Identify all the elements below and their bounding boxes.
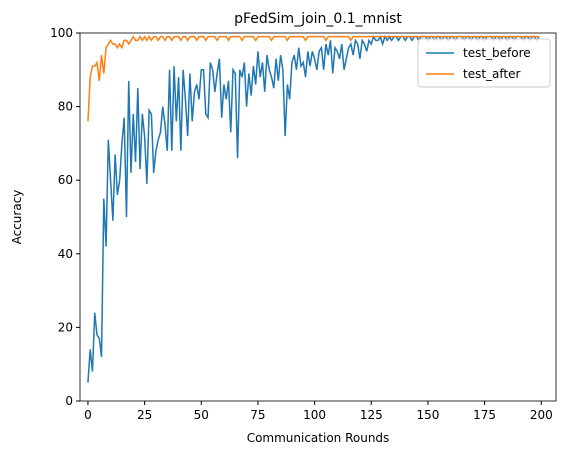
- x-tick-label: 125: [360, 408, 383, 422]
- chart-title: pFedSim_join_0.1_mnist: [234, 11, 402, 27]
- data-line: [87, 35, 539, 122]
- y-axis-label: Accuracy: [10, 190, 24, 245]
- x-tick-label: 150: [416, 408, 439, 422]
- x-tick-label: 100: [303, 408, 326, 422]
- y-tick-label: 0: [65, 394, 73, 408]
- x-tick-label: 200: [530, 408, 553, 422]
- x-axis-label: Communication Rounds: [247, 431, 390, 445]
- x-tick-label: 0: [84, 408, 92, 422]
- x-tick-label: 175: [473, 408, 496, 422]
- legend-box: [417, 38, 551, 88]
- plot-frame: [79, 32, 557, 402]
- legend-label: test_after: [463, 67, 521, 81]
- legend-label: test_before: [463, 46, 531, 60]
- data-line: [87, 34, 540, 383]
- y-tick-label: 80: [58, 100, 73, 114]
- x-tick-label: 50: [194, 408, 209, 422]
- x-tick-label: 75: [250, 408, 265, 422]
- y-tick-label: 60: [58, 173, 73, 187]
- y-tick-label: 20: [58, 320, 73, 334]
- y-tick-label: 40: [58, 247, 73, 261]
- y-tick-label: 100: [50, 26, 73, 40]
- x-tick-label: 25: [137, 408, 152, 422]
